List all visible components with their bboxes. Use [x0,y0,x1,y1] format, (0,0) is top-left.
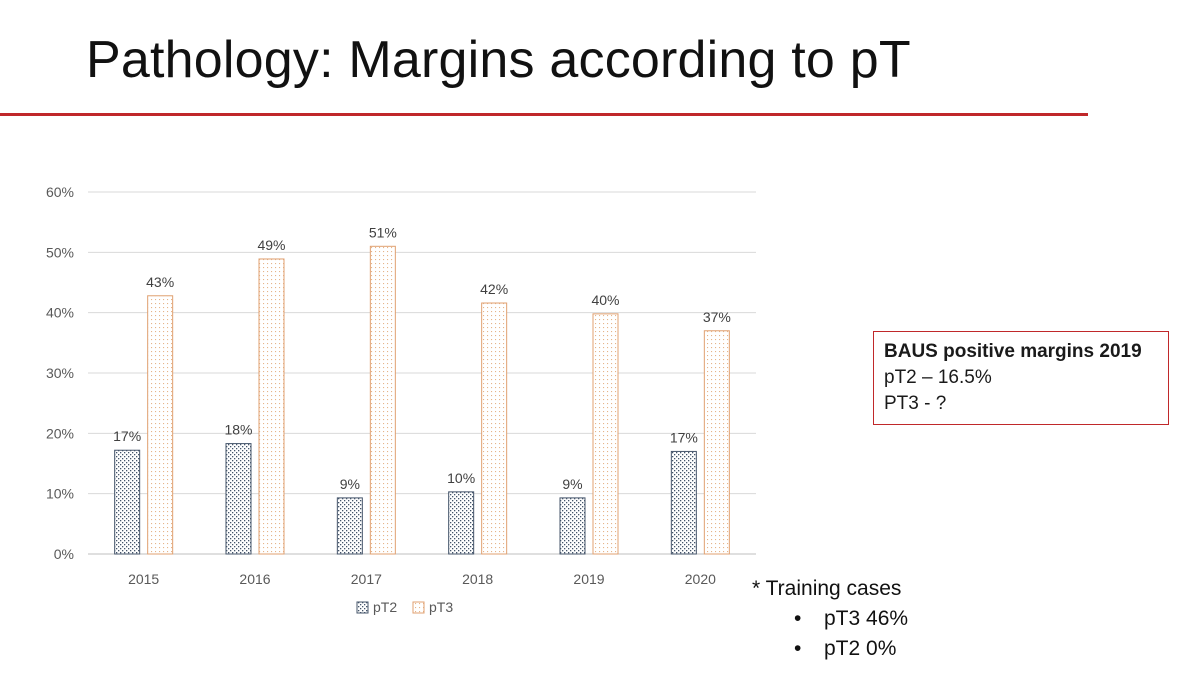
data-label-pt2-2015: 17% [113,428,141,444]
data-label-pt3-2018: 42% [480,281,508,297]
callout-line-pt2: pT2 – 16.5% [884,367,992,388]
bar-pt3-2020 [703,330,730,555]
note-bullet-list: pT3 46% pT2 0% [752,604,908,664]
legend-label-pt3: pT3 [429,599,453,615]
slide-title: Pathology: Margins according to pT [86,31,911,89]
x-tick-label: 2018 [462,571,493,587]
legend: pT2 pT3 [356,599,453,615]
bar-pt3-2019 [592,313,619,555]
data-label-pt3-2020: 37% [703,309,731,325]
bar-pt3-2016 [258,258,285,555]
data-label-pt2-2020: 17% [670,429,698,445]
y-tick-label: 60% [46,184,74,200]
bar-pt2-2018 [448,491,475,555]
chart-svg: 0% 10% 20% 30% 40% 50% 60% 17% 43% 18% 49% 9% 51% 10… [46,184,756,615]
data-label-pt3-2019: 40% [591,292,619,308]
bars [114,245,730,555]
note-heading: * Training cases [752,577,902,600]
callout-line-pt3: PT3 - ? [884,393,947,414]
y-tick-label: 20% [46,425,74,441]
bar-chart: 0% 10% 20% 30% 40% 50% 60% 17% 43% 18% 49% 9% 51% 10… [30,170,770,645]
legend-label-pt2: pT2 [373,599,397,615]
data-label-pt3-2015: 43% [146,274,174,290]
title-divider [0,113,1088,116]
callout-title: BAUS positive margins 2019 [884,341,1142,362]
y-tick-label: 0% [54,546,74,562]
data-label-pt2-2018: 10% [447,470,475,486]
bar-pt2-2017 [336,497,363,555]
x-tick-label: 2019 [573,571,604,587]
y-tick-label: 10% [46,486,74,502]
x-tick-label: 2015 [128,571,159,587]
legend-swatch-pt2 [356,601,369,614]
y-tick-label: 30% [46,365,74,381]
bar-pt2-2020 [670,450,697,555]
data-label-pt3-2017: 51% [369,224,397,240]
bar-pt3-2018 [481,302,508,555]
note-bullet-pt3: pT3 46% [794,604,908,634]
note-bullet-pt2: pT2 0% [794,634,908,664]
y-tick-label: 50% [46,244,74,260]
data-label-pt2-2019: 9% [562,476,582,492]
bar-pt2-2015 [114,449,141,555]
bar-pt2-2016 [225,443,252,555]
data-labels: 17% 43% 18% 49% 9% 51% 10% 42% 9% 40% 17% 37% [113,224,731,492]
x-axis-ticks: 2015 2016 2017 2018 2019 2020 [128,571,716,587]
y-axis-ticks: 0% 10% 20% 30% 40% 50% 60% [46,184,74,562]
baus-callout-box: BAUS positive margins 2019 pT2 – 16.5% P… [873,331,1169,425]
bar-pt2-2019 [559,497,586,555]
training-cases-note: * Training cases pT3 46% pT2 0% [752,574,908,664]
gridlines [88,191,756,555]
y-tick-label: 40% [46,305,74,321]
data-label-pt2-2017: 9% [340,476,360,492]
data-label-pt2-2016: 18% [224,422,252,438]
x-tick-label: 2016 [239,571,270,587]
bar-pt3-2015 [147,295,174,555]
x-tick-label: 2017 [351,571,382,587]
bar-pt3-2017 [369,245,396,555]
legend-swatch-pt3 [412,601,425,614]
x-tick-label: 2020 [685,571,716,587]
data-label-pt3-2016: 49% [257,237,285,253]
